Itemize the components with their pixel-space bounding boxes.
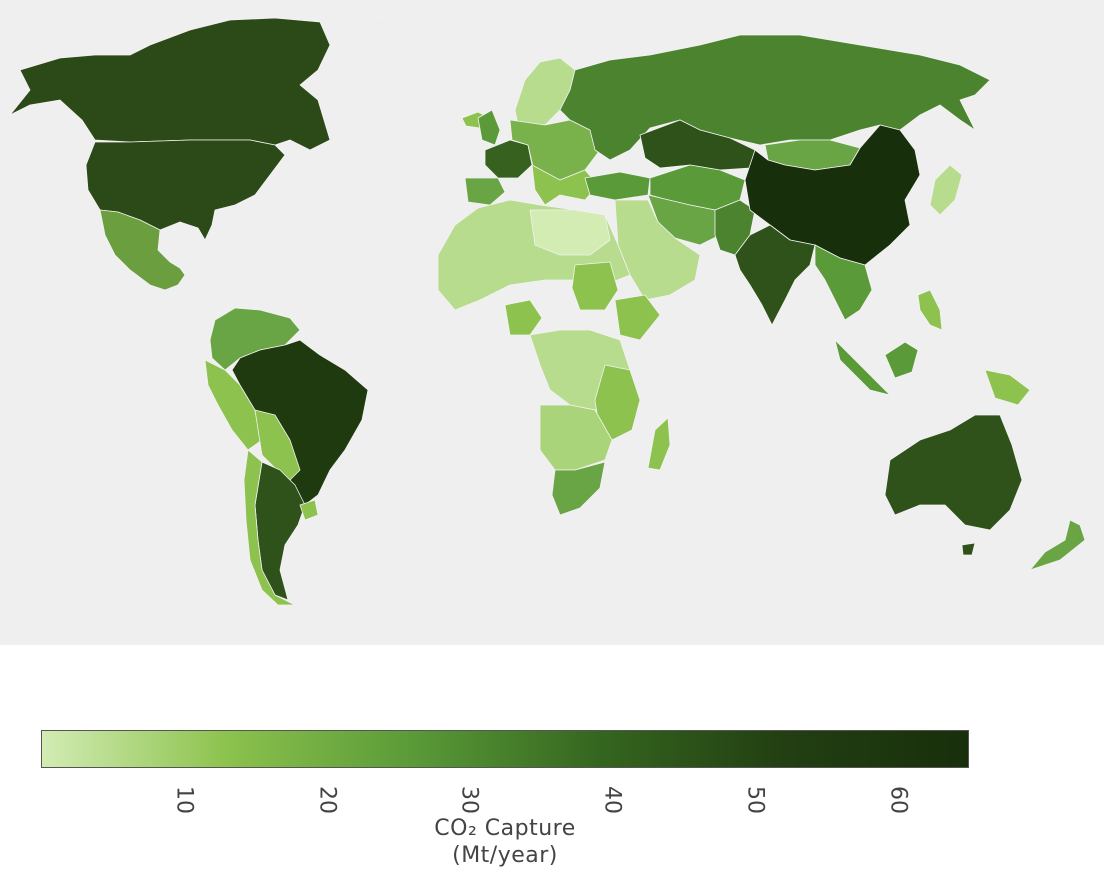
- country-japan[interactable]: [929, 164, 963, 216]
- country-greenland[interactable]: [329, 13, 456, 96]
- map-canvas: [9, 13, 1086, 606]
- country-bolivia[interactable]: [254, 409, 301, 481]
- legend-title: CO₂ Capture (Mt/year): [0, 815, 1010, 869]
- legend-title-line2: (Mt/year): [452, 843, 558, 868]
- country-papua[interactable]: [984, 369, 1031, 406]
- country-chile[interactable]: [243, 449, 296, 606]
- country-southeast-asia[interactable]: [814, 244, 873, 321]
- country-sudan[interactable]: [571, 261, 619, 311]
- legend-tick-label: 50: [742, 786, 768, 814]
- legend-tick-label: 10: [171, 786, 197, 814]
- country-scandinavia[interactable]: [514, 57, 576, 131]
- country-uruguay[interactable]: [299, 499, 319, 521]
- country-italy-balkans[interactable]: [531, 164, 599, 206]
- legend-tick-label: 40: [599, 786, 625, 814]
- country-philippines[interactable]: [917, 289, 943, 331]
- country-nigeria[interactable]: [504, 299, 543, 336]
- world-choropleth-map: [0, 0, 1104, 645]
- country-russia[interactable]: [559, 34, 991, 161]
- country-uk[interactable]: [477, 109, 501, 146]
- country-east-africa[interactable]: [594, 364, 641, 441]
- country-mexico[interactable]: [99, 209, 186, 291]
- country-canada[interactable]: [9, 17, 331, 151]
- legend-title-line1: CO₂ Capture: [434, 816, 576, 841]
- legend-tick-label: 60: [885, 786, 911, 814]
- country-australia[interactable]: [884, 414, 1023, 531]
- country-southern-africa[interactable]: [539, 404, 613, 471]
- country-france[interactable]: [484, 139, 533, 179]
- legend-tick-label: 30: [456, 786, 482, 814]
- country-new-zealand[interactable]: [1029, 519, 1086, 571]
- country-madagascar[interactable]: [647, 417, 671, 471]
- country-turkey[interactable]: [584, 171, 651, 201]
- legend-gradient-bar: [41, 730, 969, 768]
- country-ethiopia[interactable]: [614, 294, 661, 341]
- country-indonesia[interactable]: [834, 339, 891, 396]
- legend-tick-label: 20: [314, 786, 340, 814]
- country-india[interactable]: [734, 224, 816, 326]
- country-borneo[interactable]: [884, 341, 919, 379]
- country-south-africa[interactable]: [551, 461, 606, 516]
- country-central-america[interactable]: [177, 284, 211, 319]
- country-peru[interactable]: [204, 359, 263, 451]
- country-spain[interactable]: [464, 177, 506, 206]
- country-libya-egypt[interactable]: [529, 209, 611, 256]
- color-legend: 10 20 30 40 50 60 CO₂ Capture (Mt/year): [0, 645, 1104, 892]
- country-tasmania[interactable]: [961, 542, 976, 556]
